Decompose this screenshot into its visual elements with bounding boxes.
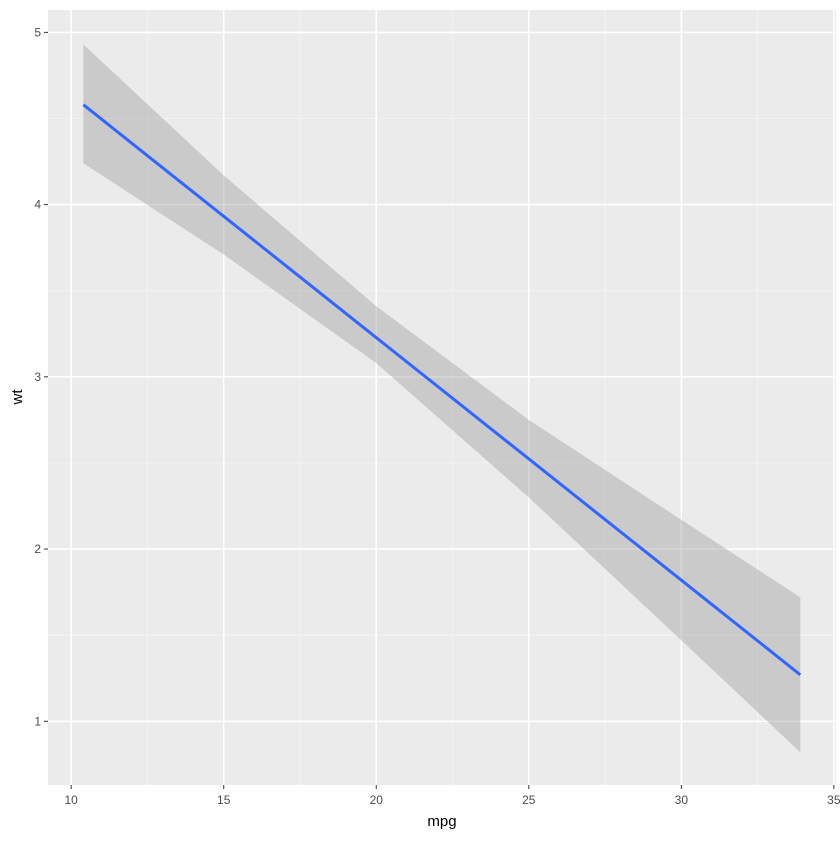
y-tick-label: 4 [34,198,41,212]
y-tick-label: 2 [34,542,41,556]
x-tick-label: 10 [65,793,79,807]
x-axis-title: mpg [427,813,456,830]
x-tick-label: 30 [675,793,689,807]
confidence-band-layer [83,44,801,753]
plot-panel [48,10,836,785]
regression-line-layer [82,103,802,676]
regression-line [82,103,802,676]
x-tick-label: 15 [217,793,231,807]
x-tick-label: 35 [827,793,840,807]
y-axis-ticks: 1 2 3 4 5 [34,25,48,728]
x-axis-ticks: 10 15 20 25 30 35 [65,785,840,807]
y-tick-label: 5 [34,25,41,39]
y-tick-label: 1 [34,714,41,728]
y-axis-title: wt [9,389,26,406]
x-tick-label: 25 [522,793,536,807]
confidence-band [83,44,801,753]
major-gridlines [48,10,836,785]
y-tick-label: 3 [34,370,41,384]
x-tick-label: 20 [370,793,384,807]
